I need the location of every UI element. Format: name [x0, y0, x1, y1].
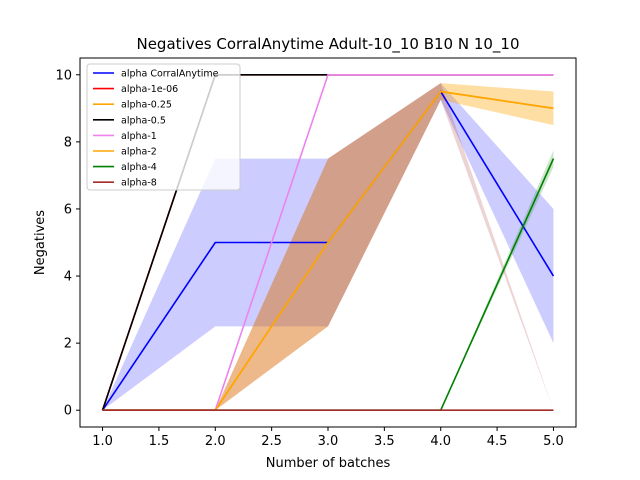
y-axis-label: Negatives — [33, 210, 48, 275]
chart-title: Negatives CorralAnytime Adult-10_10 B10 … — [136, 35, 519, 54]
y-tick-label: 10 — [55, 68, 72, 83]
band-alpha-8 — [102, 83, 554, 411]
legend-label: alpha-1 — [121, 131, 157, 142]
x-axis-label: Number of batches — [266, 456, 391, 471]
legend-label: alpha-2 — [121, 147, 157, 158]
x-tick-label: 1.5 — [149, 434, 170, 449]
x-axis-ticks: 1.0 1.5 2.0 2.5 3.0 3.5 4.0 4.5 5.0 — [92, 427, 564, 449]
x-tick-label: 1.0 — [92, 434, 113, 449]
legend-label: alpha-8 — [121, 178, 157, 189]
legend-label: alpha-4 — [121, 162, 157, 173]
legend-label: alpha-0.25 — [121, 100, 172, 111]
x-tick-label: 2.5 — [261, 434, 282, 449]
legend-label: alpha CorralAnytime — [121, 69, 219, 80]
x-tick-label: 3.0 — [318, 434, 339, 449]
x-tick-label: 5.0 — [543, 434, 564, 449]
y-axis-ticks: 0 2 4 6 8 10 — [55, 68, 80, 419]
y-tick-label: 2 — [64, 337, 72, 352]
y-tick-label: 6 — [64, 202, 72, 217]
band-alpha-2 — [102, 83, 554, 411]
x-tick-label: 3.5 — [374, 434, 395, 449]
legend-label: alpha-1e-06 — [121, 84, 178, 95]
y-tick-label: 8 — [64, 135, 72, 150]
x-tick-label: 4.5 — [487, 434, 508, 449]
legend-label: alpha-0.5 — [121, 115, 166, 126]
legend-box — [86, 63, 241, 191]
x-tick-label: 2.0 — [205, 434, 226, 449]
y-tick-label: 4 — [64, 270, 72, 285]
legend: alpha CorralAnytime alpha-1e-06 alpha-0.25… — [86, 63, 241, 191]
x-tick-label: 4.0 — [430, 434, 451, 449]
band-alpha-0-25 — [102, 83, 554, 411]
y-tick-label: 0 — [64, 404, 72, 419]
series-lines — [101, 73, 555, 412]
